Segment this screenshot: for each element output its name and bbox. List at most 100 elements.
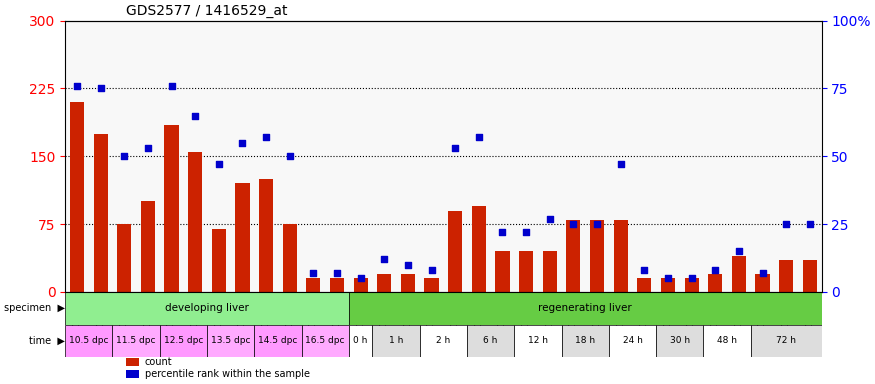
FancyBboxPatch shape [420,324,467,357]
Point [590,221,604,227]
Bar [126,370,139,378]
Text: regenerating liver: regenerating liver [538,303,632,313]
Point [661,275,675,281]
Bar [141,202,155,292]
Text: 72 h: 72 h [776,336,796,345]
Text: 30 h: 30 h [669,336,690,345]
Point [566,221,580,227]
Point [779,221,793,227]
Bar [235,184,249,292]
FancyBboxPatch shape [373,324,420,357]
Bar [306,278,320,292]
Point [732,248,746,254]
Text: 16.5 dpc: 16.5 dpc [305,336,345,345]
FancyBboxPatch shape [302,324,349,357]
FancyBboxPatch shape [751,324,822,357]
Bar [188,152,202,292]
Text: 11.5 dpc: 11.5 dpc [116,336,156,345]
Text: 0 h: 0 h [354,336,367,345]
Text: 18 h: 18 h [575,336,595,345]
Bar [472,206,486,292]
Bar [779,260,794,292]
FancyBboxPatch shape [255,324,302,357]
FancyBboxPatch shape [160,324,207,357]
Point [235,140,249,146]
Text: time  ▶: time ▶ [29,336,65,346]
FancyBboxPatch shape [562,324,609,357]
FancyBboxPatch shape [514,324,562,357]
Bar [117,224,131,292]
Point [401,262,415,268]
Text: developing liver: developing liver [165,303,249,313]
Point [495,229,509,235]
Bar [330,278,344,292]
Bar [94,134,108,292]
Bar [590,220,604,292]
FancyBboxPatch shape [113,324,160,357]
Text: 14.5 dpc: 14.5 dpc [258,336,298,345]
Text: 48 h: 48 h [717,336,737,345]
Bar [70,102,84,292]
Bar [283,224,297,292]
FancyBboxPatch shape [704,324,751,357]
Bar [495,251,509,292]
Point [141,145,155,151]
Bar [755,274,770,292]
Point [212,161,226,167]
Text: 1 h: 1 h [388,336,403,345]
Point [755,270,769,276]
Point [424,267,438,273]
Text: 13.5 dpc: 13.5 dpc [211,336,250,345]
Text: GDS2577 / 1416529_at: GDS2577 / 1416529_at [126,4,287,18]
Text: 6 h: 6 h [484,336,498,345]
Bar [637,278,651,292]
Bar [354,278,367,292]
Point [117,153,131,159]
Point [708,267,722,273]
Point [306,270,320,276]
Bar [164,124,178,292]
Bar [732,256,746,292]
Bar [661,278,675,292]
Point [637,267,651,273]
FancyBboxPatch shape [349,324,373,357]
FancyBboxPatch shape [65,292,349,324]
Point [542,215,556,222]
Bar [519,251,533,292]
Point [448,145,462,151]
Point [330,270,344,276]
Text: 12 h: 12 h [528,336,548,345]
Point [70,83,84,89]
Bar [259,179,273,292]
Point [613,161,627,167]
Bar [448,210,462,292]
FancyBboxPatch shape [65,324,113,357]
Point [519,229,533,235]
Text: specimen  ▶: specimen ▶ [4,303,65,313]
Text: count: count [144,357,172,367]
Bar [613,220,627,292]
Point [188,113,202,119]
Point [164,83,178,89]
Bar [424,278,438,292]
Point [472,134,486,140]
Bar [566,220,580,292]
FancyBboxPatch shape [656,324,704,357]
Bar [802,260,817,292]
Bar [401,274,415,292]
Point [94,85,108,91]
FancyBboxPatch shape [349,292,822,324]
Text: 10.5 dpc: 10.5 dpc [69,336,108,345]
Text: percentile rank within the sample: percentile rank within the sample [144,369,310,379]
Bar [542,251,556,292]
Point [684,275,698,281]
FancyBboxPatch shape [207,324,255,357]
Bar [684,278,699,292]
Bar [708,274,723,292]
FancyBboxPatch shape [609,324,656,357]
Text: 24 h: 24 h [623,336,642,345]
Point [259,134,273,140]
Text: 12.5 dpc: 12.5 dpc [164,336,203,345]
Bar [126,358,139,366]
Point [354,275,367,281]
